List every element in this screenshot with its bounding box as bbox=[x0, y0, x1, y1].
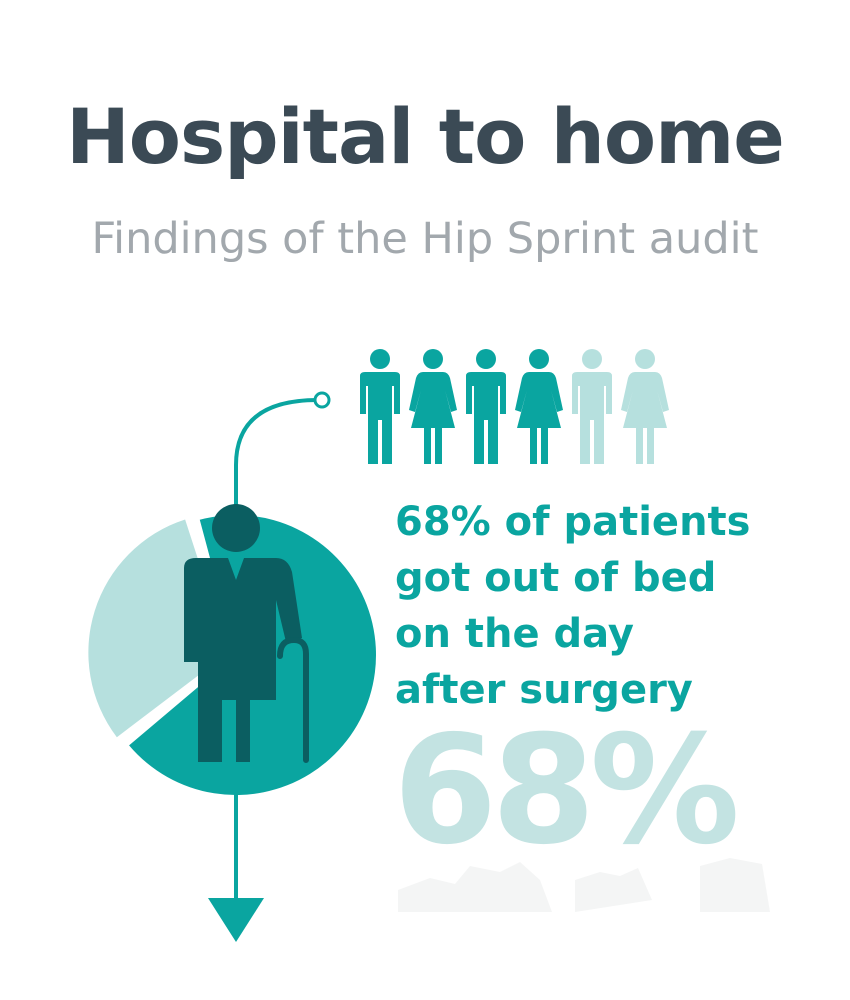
stat-headline-line-3: on the day bbox=[395, 611, 635, 657]
stat-headline-line-1: 68% of patients bbox=[395, 499, 751, 545]
stat-headline-line-4: after surgery bbox=[395, 667, 693, 713]
person-female-icon bbox=[515, 349, 563, 464]
person-female-icon bbox=[409, 349, 457, 464]
page-title: Hospital to home bbox=[66, 92, 785, 181]
stat-headline: 68% of patients got out of bed on the da… bbox=[395, 494, 835, 718]
big-stat-value: 68% bbox=[393, 704, 740, 878]
stat-headline-line-2: got out of bed bbox=[395, 555, 717, 601]
people-row bbox=[360, 349, 669, 464]
person-male-icon bbox=[466, 349, 506, 464]
person-male-icon bbox=[572, 349, 612, 464]
faint-decoration bbox=[398, 858, 770, 912]
person-male-icon bbox=[360, 349, 400, 464]
connector-endpoint bbox=[313, 391, 331, 409]
person-female-icon bbox=[621, 349, 669, 464]
elderly-person-with-cane-icon bbox=[184, 504, 309, 763]
connector-line bbox=[234, 398, 319, 530]
down-arrow-icon bbox=[208, 898, 264, 942]
page-subtitle: Findings of the Hip Sprint audit bbox=[91, 214, 759, 264]
